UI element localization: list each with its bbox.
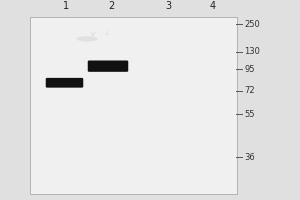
FancyBboxPatch shape	[46, 78, 83, 88]
FancyBboxPatch shape	[88, 60, 128, 72]
Text: 4: 4	[210, 1, 216, 11]
Text: 36: 36	[244, 153, 255, 162]
Text: 55: 55	[244, 110, 255, 119]
Text: 250: 250	[244, 20, 260, 29]
Text: 1: 1	[63, 1, 69, 11]
Text: 2: 2	[108, 1, 114, 11]
Ellipse shape	[76, 36, 98, 41]
Text: 95: 95	[244, 65, 255, 74]
Text: 130: 130	[244, 47, 260, 56]
Text: 72: 72	[244, 86, 255, 95]
Bar	[30, 17, 237, 194]
Text: 3: 3	[165, 1, 171, 11]
Text: V: V	[91, 32, 95, 37]
Text: L: L	[106, 31, 110, 36]
